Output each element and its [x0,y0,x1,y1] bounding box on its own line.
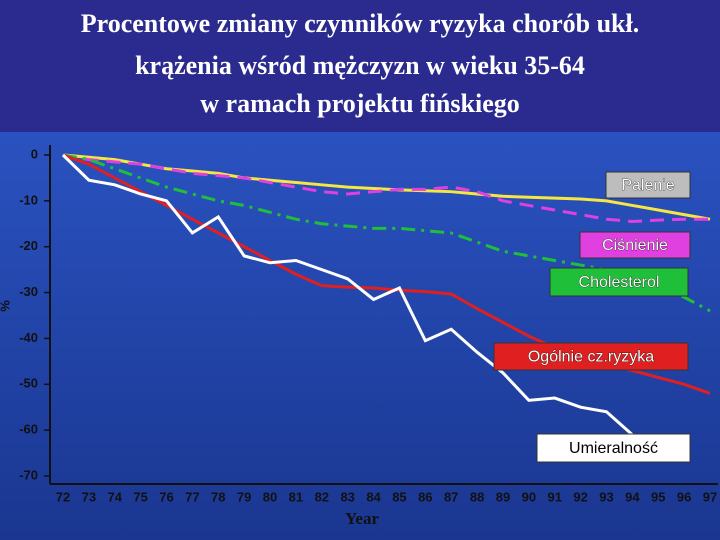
x-tick-label: 95 [651,489,665,504]
series-line [61,153,634,436]
chart-title: Procentowe zmiany czynników ryzyka choró… [81,9,640,38]
series-line [62,153,711,221]
y-tick-label: -50 [19,376,38,391]
y-tick-label: -60 [19,422,38,437]
y-tick-label: -40 [19,330,38,345]
series-label-text: Palenie [621,177,674,194]
x-tick-label: 74 [108,489,123,504]
x-tick-label: 88 [470,489,484,504]
series-label-text: Cholesterol [579,274,660,291]
series-label: Palenie [605,171,691,199]
y-tick-label: -70 [19,467,38,482]
series-label-box [536,433,691,463]
chart-title: krążenia wśród mężczyzn w wieku 35-64 [135,51,585,80]
x-tick-label: 75 [133,489,147,504]
x-tick-label: 94 [625,489,640,504]
x-tick-label: 82 [315,489,329,504]
y-tick-label: 0 [31,146,38,161]
x-tick-label: 85 [392,489,406,504]
x-tick-label: 73 [82,489,96,504]
series-label-box [605,171,691,199]
series-label: Cholesterol [549,267,689,297]
x-tick-label: 90 [522,489,536,504]
x-tick-label: 77 [185,489,199,504]
x-tick-label: 96 [677,489,691,504]
x-axis-label: Year [345,509,379,528]
series-label: Ciśnienie [579,231,691,259]
x-tick-label: 97 [703,489,717,504]
series-label: Umieralność [536,433,691,463]
series-label-text: Ogólnie cz.ryzyka [528,349,654,366]
y-tick-label: -20 [19,238,38,253]
series-label-box [493,342,689,371]
x-tick-label: 84 [366,489,381,504]
x-tick-label: 81 [289,489,303,504]
x-tick-label: 78 [211,489,225,504]
series-label-box [579,231,691,259]
x-tick-label: 89 [496,489,510,504]
x-tick-label: 92 [573,489,587,504]
x-tick-label: 76 [159,489,173,504]
x-tick-label: 72 [56,489,70,504]
x-tick-label: 87 [444,489,458,504]
series-label-box [549,267,689,297]
series-label: Ogólnie cz.ryzyka [493,342,689,371]
x-tick-label: 93 [599,489,613,504]
x-tick-label: 86 [418,489,432,504]
x-tick-label: 83 [340,489,354,504]
x-tick-label: 91 [547,489,561,504]
series-label-text: Ciśnienie [602,237,668,254]
y-axis-label: % [0,300,12,312]
x-tick-label: 79 [237,489,251,504]
y-tick-label: -10 [19,192,38,207]
y-tick-label: -30 [19,284,38,299]
series-label-text: Umieralność [569,440,658,457]
chart-title: w ramach projektu fińskiego [200,89,519,118]
x-tick-label: 80 [263,489,277,504]
